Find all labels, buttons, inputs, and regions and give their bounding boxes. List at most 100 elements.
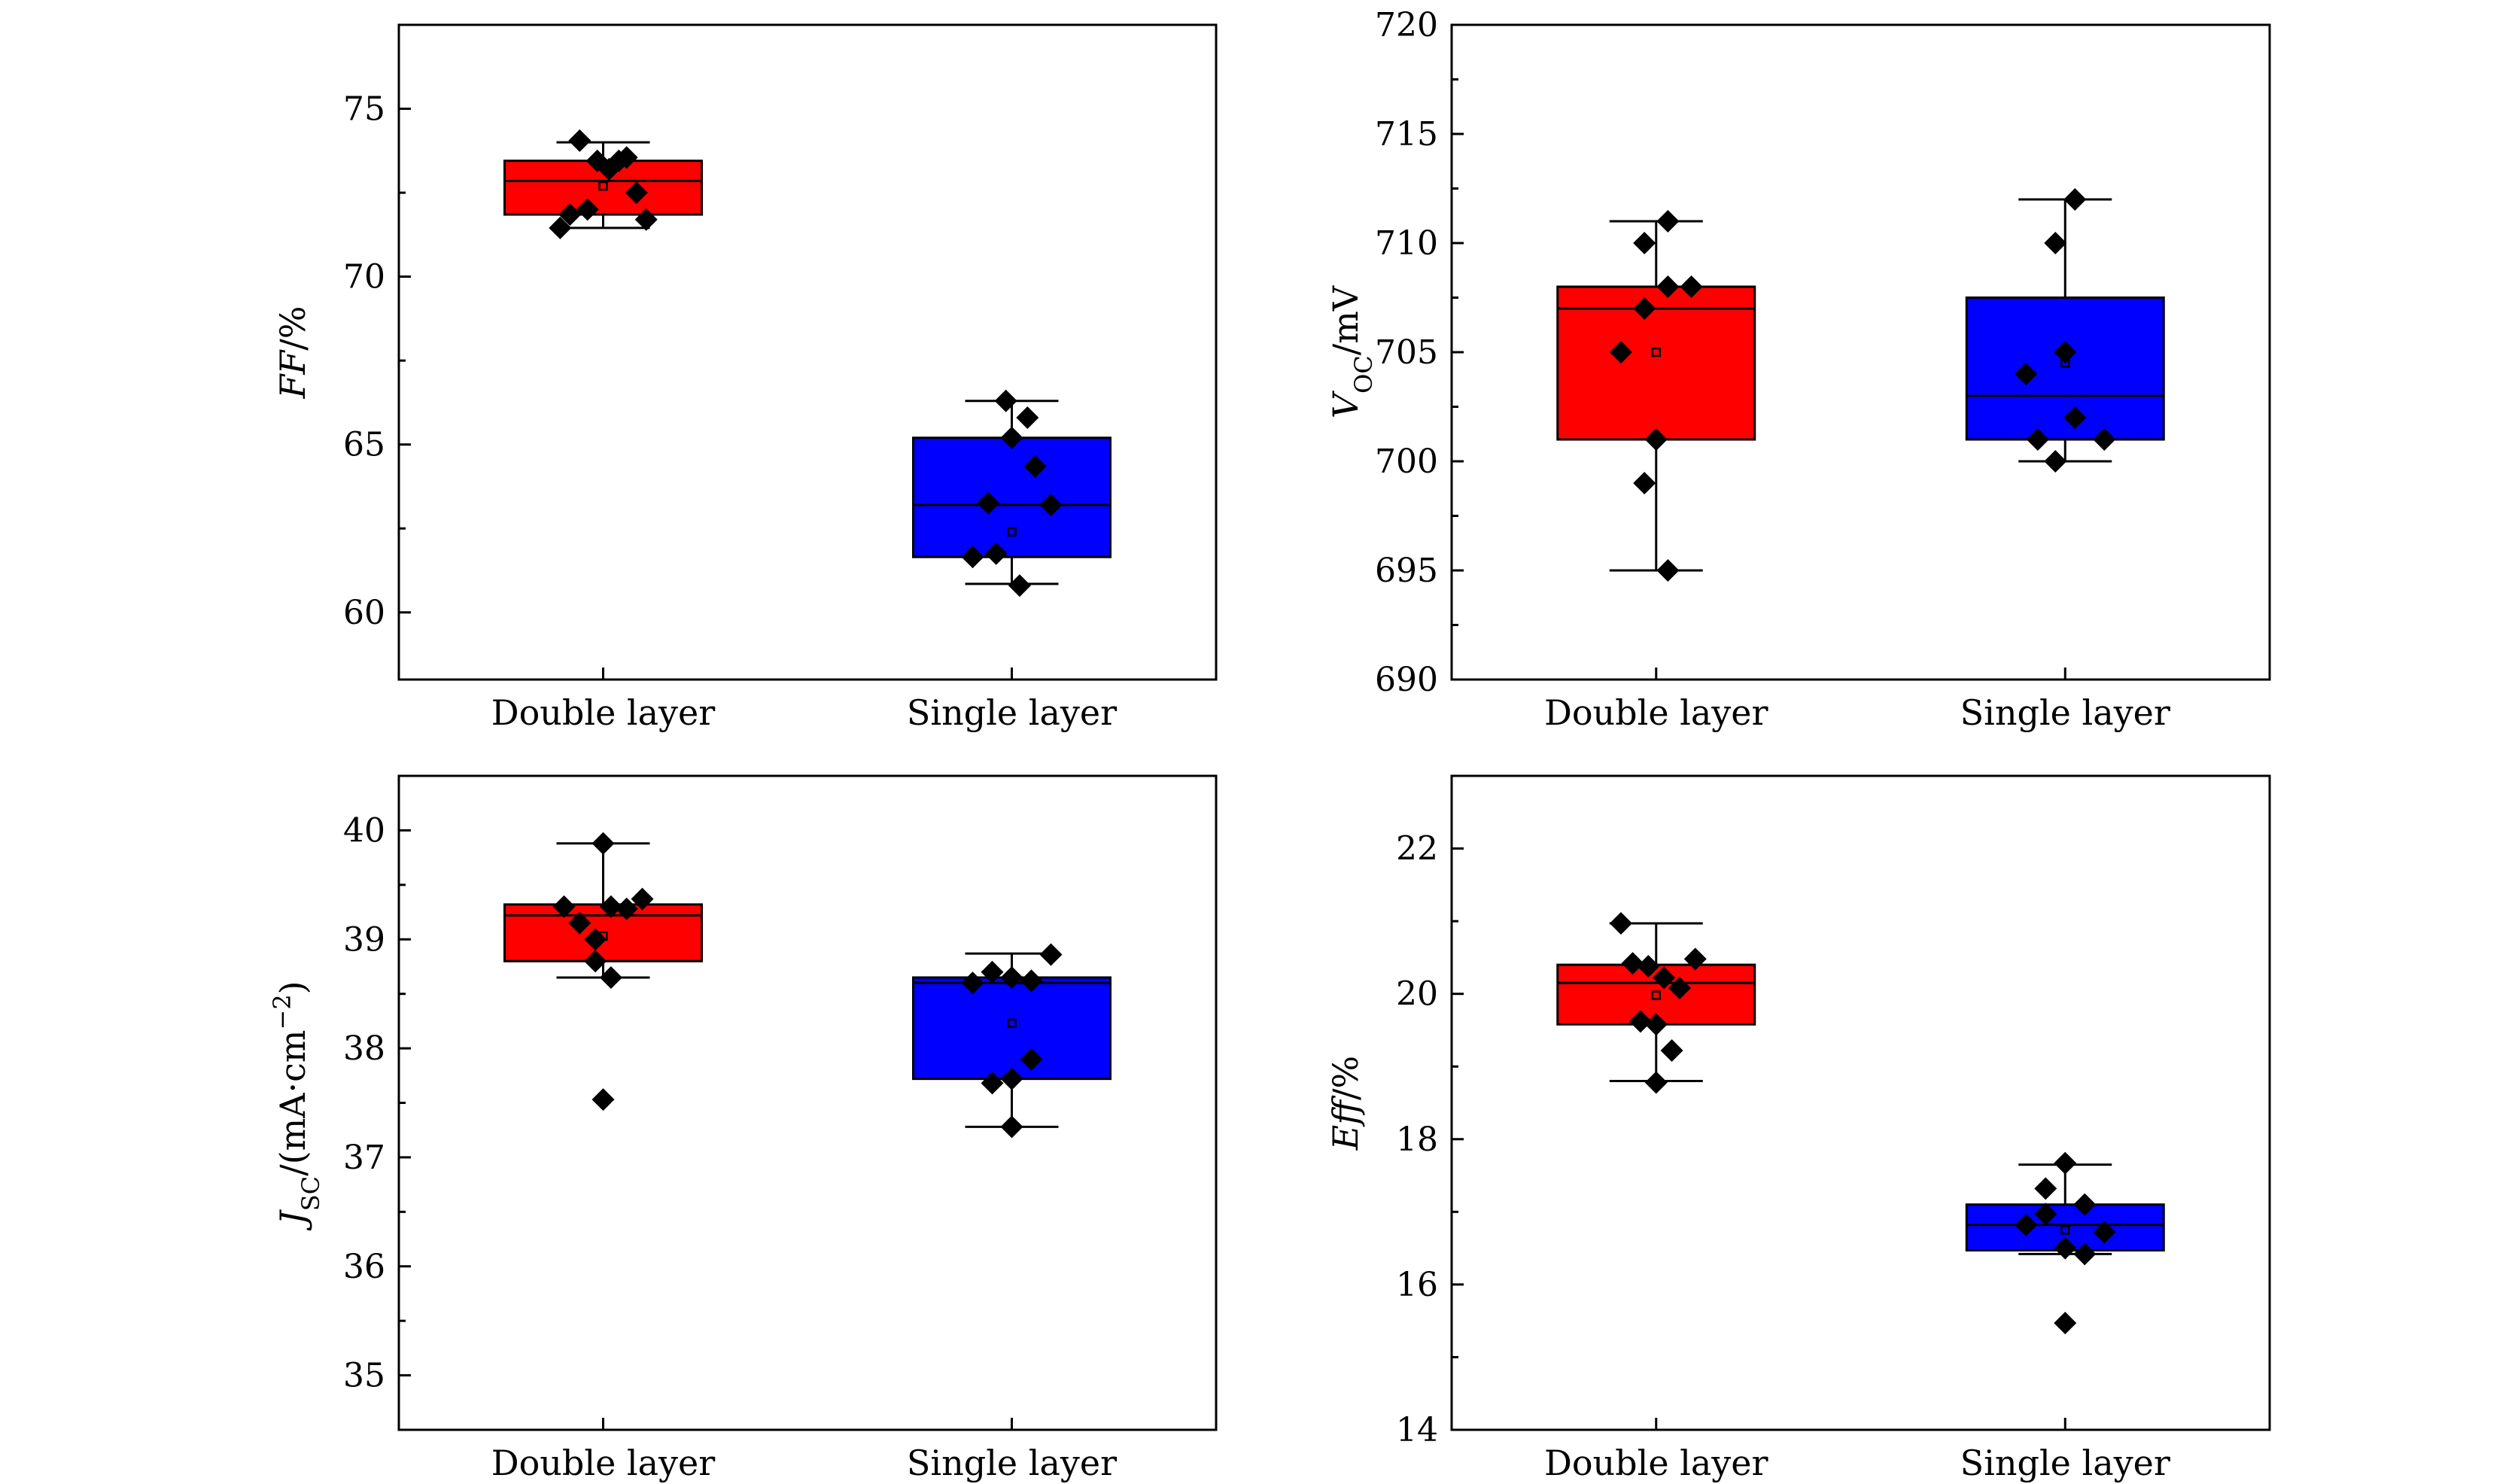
data-point (1020, 969, 1043, 993)
y-tick-label: 65 (343, 426, 385, 464)
data-point (591, 1088, 615, 1111)
data-point (1016, 406, 1039, 429)
y-tick-label: 38 (343, 1029, 385, 1068)
data-point (1656, 275, 1680, 298)
data-point (591, 832, 615, 855)
data-point (1609, 341, 1632, 363)
data-point (1656, 559, 1680, 582)
x-category-label: Single layer (1960, 1443, 2170, 1483)
data-point (1609, 912, 1632, 935)
data-point (1008, 574, 1031, 598)
data-point (584, 950, 607, 973)
voc-panel: 690 695 700 705 710 715 720 Double layer Single … (1325, 6, 2271, 733)
jsc-panel: 35 36 37 38 39 40 Double layer Single layer JSC/… (268, 774, 1218, 1483)
plot-frame (1450, 774, 2271, 1431)
plot-frame (397, 774, 1218, 1431)
mean-marker (1651, 990, 1661, 1000)
data-point (634, 208, 658, 231)
mean-marker (598, 181, 608, 191)
data-point (625, 181, 648, 205)
data-point (558, 203, 582, 227)
data-point (1644, 428, 1668, 451)
data-point (1653, 966, 1676, 990)
data-point (631, 887, 654, 911)
data-point (961, 972, 984, 995)
y-tick-label: 60 (343, 594, 385, 632)
data-point (961, 546, 984, 569)
data-point (599, 895, 622, 918)
data-point (549, 216, 572, 239)
data-point (568, 129, 591, 152)
data-point (981, 1072, 1004, 1095)
data-point (1683, 947, 1707, 971)
data-point (2054, 1151, 2077, 1175)
data-point (2044, 232, 2067, 254)
data-point (1000, 426, 1023, 449)
data-point (2026, 428, 2049, 451)
data-point (1656, 210, 1680, 233)
plot-frame (397, 23, 1218, 681)
data-point (994, 389, 1017, 412)
y-tick-label: 22 (1396, 830, 1438, 868)
data-point (1020, 1048, 1043, 1071)
data-point (1660, 1038, 1683, 1062)
iqr-box (1556, 285, 1756, 441)
x-category-label: Double layer (1544, 692, 1768, 733)
data-point (1621, 952, 1644, 975)
y-tick-label: 710 (1375, 224, 1438, 263)
y-tick-label: 14 (1396, 1411, 1438, 1449)
iqr-box (1965, 296, 2165, 441)
data-point (2063, 406, 2087, 429)
data-point (615, 146, 638, 169)
data-point (2093, 1221, 2116, 1244)
data-point (1000, 966, 1023, 989)
mean-marker (1007, 1018, 1017, 1029)
data-point (2073, 1193, 2097, 1216)
y-tick-label: 39 (343, 920, 385, 959)
y-tick-label: 695 (1375, 552, 1438, 590)
data-point (1628, 1010, 1652, 1033)
data-point (552, 895, 576, 918)
y-tick-label: 690 (1375, 661, 1438, 699)
data-point (1000, 1067, 1023, 1090)
y-tick-label: 16 (1396, 1266, 1438, 1304)
data-point (2054, 1312, 2077, 1335)
y-tick-label: 75 (343, 90, 385, 129)
y-tick-label: 70 (343, 258, 385, 296)
data-point (568, 911, 591, 935)
data-point (2034, 1203, 2057, 1226)
data-point (2015, 1213, 2038, 1236)
mean-marker (2060, 1225, 2070, 1235)
x-category-label: Double layer (491, 692, 716, 733)
y-tick-label: 18 (1396, 1121, 1438, 1159)
data-point (984, 542, 1008, 565)
y-axis-title: FF/% (272, 306, 313, 399)
mean-marker (1007, 527, 1017, 537)
data-point (615, 897, 638, 920)
data-point (1644, 1013, 1668, 1036)
data-point (2044, 450, 2067, 473)
y-tick-label: 40 (343, 811, 385, 850)
data-point (1039, 943, 1063, 966)
x-category-label: Double layer (491, 1443, 716, 1483)
y-tick-label: 720 (1375, 6, 1438, 44)
data-point (576, 198, 599, 221)
data-point (2015, 363, 2038, 385)
data-point (2054, 341, 2077, 363)
data-point (1633, 232, 1656, 254)
data-point (1644, 1071, 1668, 1094)
y-axis-title: Eff/% (1325, 1056, 1366, 1151)
eff-panel: 14 16 18 20 22 Double layer Single layer Eff/% (1325, 774, 2271, 1483)
data-point (1633, 472, 1656, 494)
y-tick-label: 700 (1375, 442, 1438, 481)
iqr-box (912, 436, 1112, 558)
ff-panel: 60 65 70 75 Double layer Single layer FF/% (272, 23, 1218, 733)
y-tick-label: 20 (1396, 975, 1438, 1014)
x-category-label: Single layer (907, 1443, 1117, 1483)
plot-frame (1450, 23, 2271, 681)
x-category-label: Double layer (1544, 1443, 1768, 1483)
y-tick-label: 705 (1375, 333, 1438, 372)
y-axis-title: VOC/mV (1325, 285, 1378, 418)
data-point (981, 960, 1004, 984)
